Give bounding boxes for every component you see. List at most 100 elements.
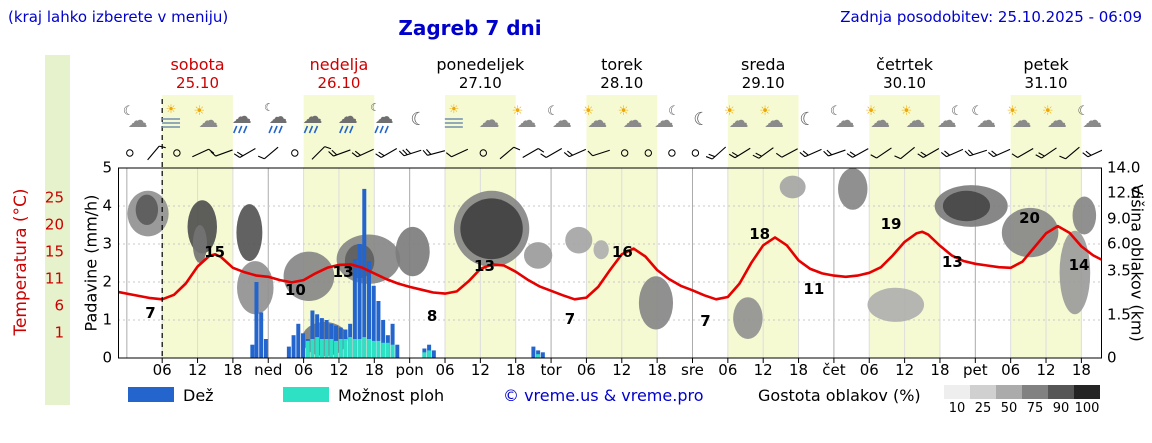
x-tick-label: 06	[435, 361, 454, 378]
rain-drops-icon	[344, 125, 349, 134]
cloud-icon: ☁	[302, 104, 322, 128]
wind-barb-icon	[398, 148, 422, 157]
cloud-density-scale	[944, 385, 1100, 399]
x-tick-label: ned	[254, 361, 282, 378]
shower-bar	[338, 339, 343, 358]
x-tick-label: 12	[329, 361, 348, 378]
rain-legend-label: Dež	[183, 386, 214, 405]
density-value: 25	[974, 401, 992, 416]
x-tick-label: 18	[789, 361, 808, 378]
day-name: torek	[601, 55, 643, 74]
precip-tick-label: 0	[102, 348, 112, 367]
cloud-layer	[733, 297, 763, 339]
wind-barb-icon	[846, 148, 869, 158]
cloud-icon: ☁	[552, 108, 572, 132]
temperature-value-label: 13	[942, 253, 963, 271]
cloud-icon: ☁	[623, 108, 643, 132]
rain-bar	[310, 310, 315, 358]
shower-bar	[315, 337, 320, 358]
shower-bar	[329, 339, 334, 358]
wind-barb-icon	[964, 149, 988, 157]
day-header: četrtek 30.10	[876, 55, 933, 93]
meteogram-chart: 7 15 10 13 8 13 7 16 7 18 11 19 13 20 14 06 12 18 ned 06 12 1…	[118, 95, 1102, 378]
temp-tick-label: 25	[44, 188, 64, 207]
cloud-icon: ☁	[764, 108, 784, 132]
cloud-layer	[1072, 196, 1097, 235]
moon-icon: ☾	[693, 109, 709, 130]
day-date: 26.10	[317, 74, 361, 92]
cloud-icon: ☁	[654, 108, 674, 132]
cloud-icon: ☁	[870, 108, 890, 132]
cloud-icon: ☁	[128, 108, 148, 132]
wind-barb-icon	[328, 149, 351, 157]
cloud-layer	[565, 226, 593, 254]
cloud-icon: ☁	[198, 108, 218, 132]
density-value: 75	[1026, 401, 1044, 416]
cloud-layer	[942, 190, 991, 222]
rain-bar	[291, 335, 296, 358]
day-header: ponedeljek 27.10	[436, 55, 524, 93]
rain-bar	[315, 314, 320, 358]
rain-drops-icon	[384, 125, 389, 134]
x-tick-label: 18	[930, 361, 949, 378]
cloud-layer	[192, 225, 207, 263]
cloud-icon: ☁	[835, 108, 855, 132]
wind-barb-icon	[705, 146, 727, 160]
temp-tick-label: 15	[44, 242, 64, 261]
wind-barb-icon	[233, 148, 256, 158]
wind-barb-icon	[563, 148, 587, 158]
showers-swatch	[283, 387, 329, 402]
sun-icon: ☀	[512, 104, 524, 119]
wind-barb-icon	[917, 148, 940, 158]
sun-icon: ☀	[1007, 104, 1019, 119]
moon-icon: ☾	[971, 104, 983, 119]
x-tick-label: 12	[754, 361, 773, 378]
wind-calm-icon	[173, 149, 181, 157]
day-header: petek 31.10	[1023, 55, 1068, 93]
cloud-layer	[867, 287, 925, 322]
cloud-icon: ☁	[976, 108, 996, 132]
x-tick-label: pet	[963, 361, 988, 378]
wind-barb-icon	[375, 148, 398, 158]
moon-icon: ☾	[668, 104, 680, 119]
moon-icon: ☾	[370, 101, 380, 114]
wind-barb-icon	[894, 146, 915, 160]
cloud-icon: ☁	[1082, 108, 1102, 132]
cloud-layer	[460, 198, 523, 260]
shower-bar	[310, 339, 315, 358]
temp-scale-strip	[45, 55, 70, 405]
wind-barb-icon	[940, 148, 964, 158]
day-date: 30.10	[883, 74, 927, 92]
x-tick-label: 12	[188, 361, 207, 378]
wind-barb-icon	[257, 146, 279, 160]
wind-calm-icon	[291, 149, 299, 157]
rain-bar	[431, 350, 436, 358]
shower-bar	[324, 339, 329, 358]
rain-drops-icon	[243, 125, 248, 134]
cloud-layer	[1059, 230, 1091, 315]
rain-bar	[250, 344, 255, 358]
showers-legend-label: Možnost ploh	[338, 386, 445, 405]
wind-barb-icon	[870, 147, 892, 159]
shower-bar	[390, 344, 395, 358]
credit-text: © vreme.us & vreme.pro	[503, 386, 704, 405]
x-tick-label: 18	[223, 361, 242, 378]
day-name: sobota	[170, 55, 225, 74]
cloud-icon: ☁	[338, 104, 358, 128]
rain-drops-icon	[374, 125, 379, 134]
temperature-value-label: 7	[565, 310, 575, 328]
shower-bar	[357, 339, 362, 358]
rain-bar	[259, 312, 264, 358]
x-tick-label: pon	[396, 361, 424, 378]
cloud-icon: ☁	[232, 104, 252, 128]
shower-bar	[371, 340, 376, 358]
rain-drops-icon	[233, 125, 238, 134]
rain-bar	[254, 282, 259, 358]
moon-icon: ☾	[1077, 104, 1089, 119]
x-tick-label: 06	[1001, 361, 1020, 378]
cloud-tick-label: 14.0	[1107, 158, 1141, 177]
cloud-layer	[236, 204, 263, 262]
rain-bar	[352, 259, 357, 358]
cloud-icon: ☁	[375, 106, 394, 128]
